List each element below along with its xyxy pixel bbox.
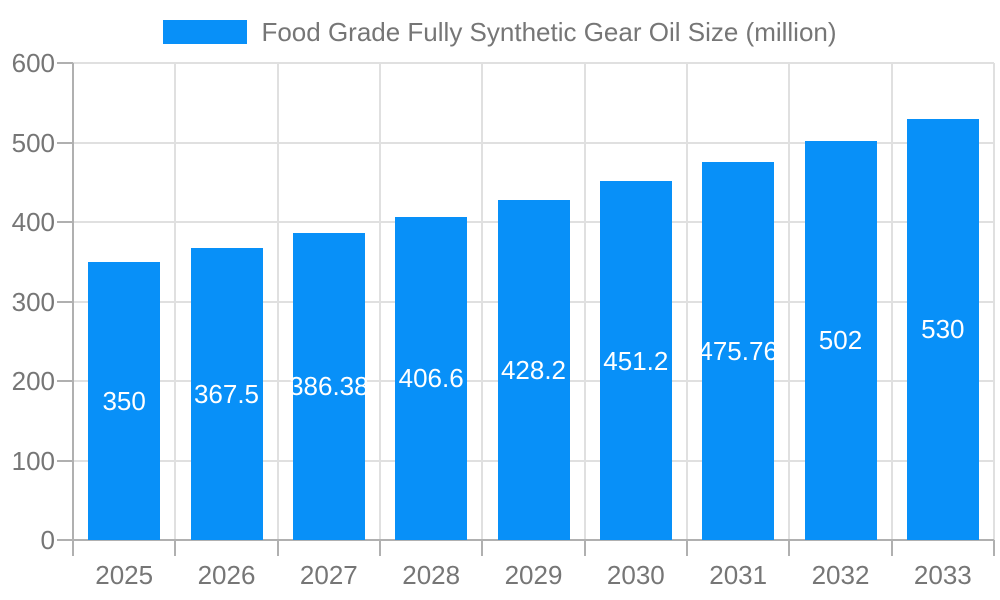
bar-value-label: 386.38 — [289, 371, 369, 402]
x-tick-label: 2027 — [299, 560, 358, 590]
v-gridline — [686, 63, 688, 540]
y-axis-tick — [57, 221, 73, 223]
bar-2026[interactable] — [190, 247, 263, 540]
x-tick-label: 2026 — [197, 560, 256, 590]
v-gridline — [379, 63, 381, 540]
x-axis-tick — [788, 540, 791, 556]
bar-2031[interactable] — [702, 161, 775, 540]
y-axis-tick — [57, 141, 73, 144]
legend-label: Food Grade Fully Synthetic Gear Oil Size… — [261, 17, 837, 47]
x-tick-label: 2031 — [709, 560, 768, 590]
y-tick-label: 300 — [11, 286, 55, 317]
bar-value-label: 428.2 — [500, 354, 567, 385]
y-tick-label: 200 — [11, 366, 55, 396]
y-axis-tick — [57, 62, 73, 64]
bar-2027[interactable] — [292, 232, 365, 540]
x-axis-tick — [583, 540, 586, 556]
y-axis-tick — [57, 539, 73, 541]
v-gridline — [788, 63, 791, 540]
v-gridline — [890, 63, 893, 540]
v-gridline — [174, 63, 177, 540]
y-axis-tick — [57, 300, 73, 303]
x-axis-tick — [890, 540, 893, 556]
bar-2025[interactable] — [88, 261, 161, 540]
y-tick-label: 100 — [11, 445, 55, 476]
v-gridline — [583, 63, 586, 540]
bar-2028[interactable] — [395, 216, 468, 540]
x-axis-tick — [993, 540, 995, 556]
x-axis-tick — [174, 540, 177, 556]
y-tick-label: 400 — [11, 207, 55, 237]
y-axis-tick — [57, 459, 73, 462]
x-axis-tick — [276, 540, 279, 556]
x-tick-label: 2030 — [606, 560, 665, 590]
x-tick-label: 2033 — [913, 560, 972, 590]
y-tick-label: 0 — [40, 525, 55, 555]
x-axis-tick — [481, 540, 484, 556]
bar-2032[interactable] — [804, 140, 877, 540]
y-tick-label: 500 — [11, 127, 55, 158]
bar-value-label: 367.5 — [193, 378, 260, 409]
v-gridline — [993, 63, 995, 540]
y-axis-line — [72, 63, 74, 556]
y-tick-label: 600 — [11, 48, 55, 78]
bar-value-label: 451.2 — [603, 345, 669, 376]
bar-value-label: 475.76 — [698, 335, 778, 366]
v-gridline — [481, 63, 484, 540]
bar-2030[interactable] — [599, 181, 672, 540]
legend-item[interactable]: Food Grade Fully Synthetic Gear Oil Size… — [0, 18, 1000, 46]
bar-2029[interactable] — [497, 199, 570, 540]
bar-value-label: 530 — [921, 314, 965, 345]
v-gridline — [276, 63, 279, 540]
h-gridline — [73, 141, 994, 144]
bar-value-label: 502 — [818, 325, 863, 356]
x-axis-tick — [379, 540, 381, 556]
h-gridline — [73, 62, 994, 64]
bar-value-label: 350 — [102, 385, 146, 416]
x-tick-label: 2025 — [95, 560, 154, 590]
x-axis-tick — [686, 540, 688, 556]
x-tick-label: 2032 — [811, 560, 870, 590]
legend-swatch-icon — [163, 20, 248, 44]
bar-value-label: 406.6 — [398, 363, 464, 394]
x-tick-label: 2029 — [504, 560, 563, 590]
bar-2033[interactable] — [906, 118, 979, 540]
x-tick-label: 2028 — [402, 560, 461, 590]
x-axis-line — [73, 539, 994, 541]
y-axis-tick — [57, 380, 73, 382]
